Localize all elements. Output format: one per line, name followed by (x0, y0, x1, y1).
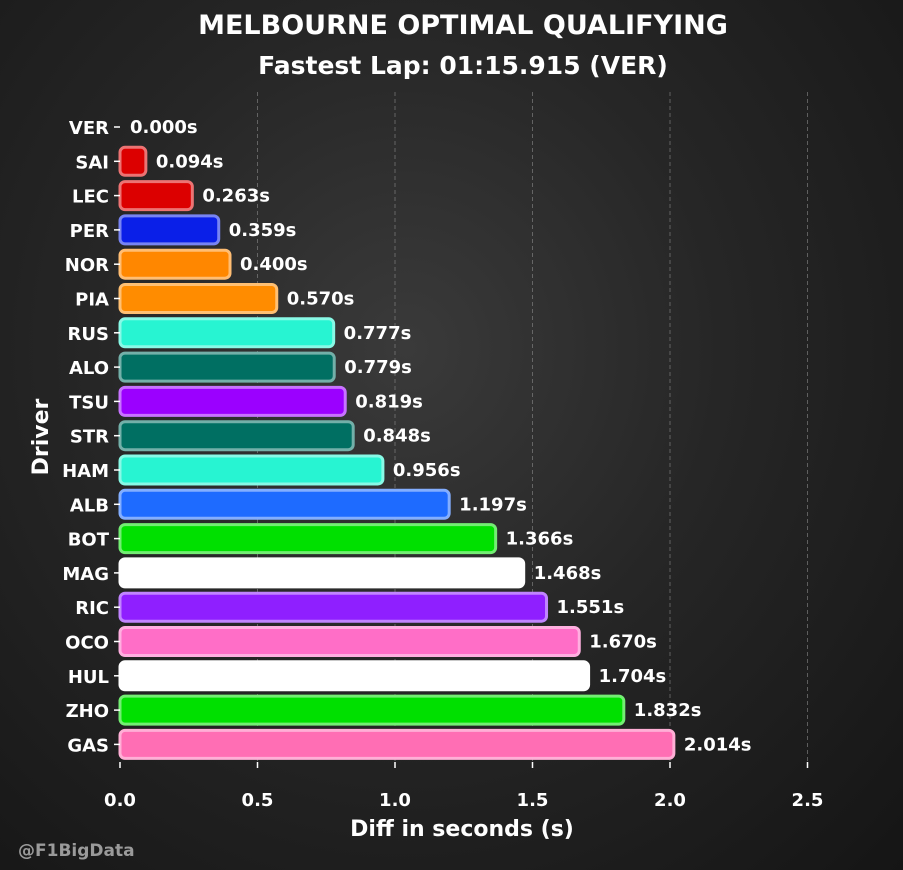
data-label: 0.400s (240, 254, 308, 275)
y-tick-label: MAG (62, 564, 109, 585)
data-label: 0.000s (130, 117, 198, 138)
data-label: 1.670s (589, 632, 657, 653)
x-tick-label: 2.5 (792, 790, 824, 811)
bar-hul (118, 660, 591, 692)
data-label: 1.704s (599, 666, 667, 687)
y-axis-label: Driver (29, 398, 54, 475)
value-labels: 0.000s 0.094s 0.263s 0.359s 0.400s 0.570s 0.77… (130, 117, 752, 755)
bar-pia (118, 283, 279, 314)
bar-lec (118, 180, 194, 212)
bar-gas (118, 728, 676, 760)
data-label: 1.832s (634, 700, 702, 721)
y-tick-label: RUS (68, 324, 109, 345)
bar-mag (118, 557, 526, 589)
watermark: @F1BigData (18, 841, 135, 861)
bar-rus (118, 317, 336, 349)
data-label: 0.848s (363, 426, 431, 447)
y-tick-label: TSU (69, 392, 109, 413)
data-label: 1.366s (506, 529, 574, 550)
y-tick-labels: VER SAI LEC PER NOR PIA RUS ALO TSU STR HAM ALB BOT M… (62, 118, 120, 756)
data-label: 1.197s (459, 494, 527, 515)
data-label: 0.777s (344, 323, 412, 344)
x-tick-labels: 0.0 0.5 1.0 1.5 2.0 2.5 (104, 762, 823, 811)
data-label: 0.263s (202, 186, 270, 207)
bar-zho (118, 694, 626, 726)
y-tick-label: ZHO (66, 701, 109, 722)
data-label: 0.819s (355, 391, 423, 412)
y-tick-label: HUL (68, 667, 109, 688)
y-tick-label: HAM (62, 461, 109, 482)
bar-tsu (118, 385, 347, 417)
bar-ham (118, 454, 385, 486)
y-tick-label: PIA (75, 290, 109, 311)
bar-nor (118, 248, 232, 280)
y-tick-label: NOR (65, 255, 109, 276)
data-label: 1.468s (534, 563, 602, 584)
bar-alo (118, 351, 336, 383)
bar-bot (118, 523, 498, 555)
data-label: 0.570s (287, 289, 355, 310)
data-label: 1.551s (557, 597, 625, 618)
x-tick-label: 2.0 (654, 790, 686, 811)
x-tick-label: 1.0 (379, 790, 411, 811)
y-tick-label: SAI (75, 152, 109, 173)
bar-str (118, 420, 355, 452)
data-label: 0.956s (393, 460, 461, 481)
bar-per (118, 214, 221, 246)
data-label: 0.779s (344, 357, 412, 378)
bars (118, 145, 676, 760)
bar-sai (118, 145, 148, 177)
y-tick-label: PER (70, 221, 109, 242)
y-tick-label: STR (70, 427, 109, 448)
y-tick-label: VER (69, 118, 109, 139)
bar-oco (118, 626, 581, 657)
y-tick-label: GAS (67, 735, 109, 756)
data-label: 0.359s (229, 220, 297, 241)
data-label: 2.014s (684, 734, 752, 755)
y-tick-label: BOT (68, 530, 110, 551)
y-tick-label: LEC (72, 187, 109, 208)
bar-ric (118, 591, 549, 623)
x-axis-label: Diff in seconds (s) (350, 817, 574, 842)
x-tick-label: 0.5 (242, 790, 274, 811)
chart-title: MELBOURNE OPTIMAL QUALIFYING (198, 10, 728, 41)
bar-alb (118, 488, 451, 520)
y-tick-label: RIC (75, 598, 109, 619)
x-tick-label: 0.0 (104, 790, 136, 811)
x-tick-label: 1.5 (517, 790, 549, 811)
y-tick-label: ALO (69, 358, 109, 379)
chart-subtitle: Fastest Lap: 01:15.915 (VER) (258, 51, 668, 80)
y-tick-label: ALB (70, 495, 109, 516)
y-tick-label: OCO (65, 633, 109, 654)
data-label: 0.094s (156, 151, 224, 172)
